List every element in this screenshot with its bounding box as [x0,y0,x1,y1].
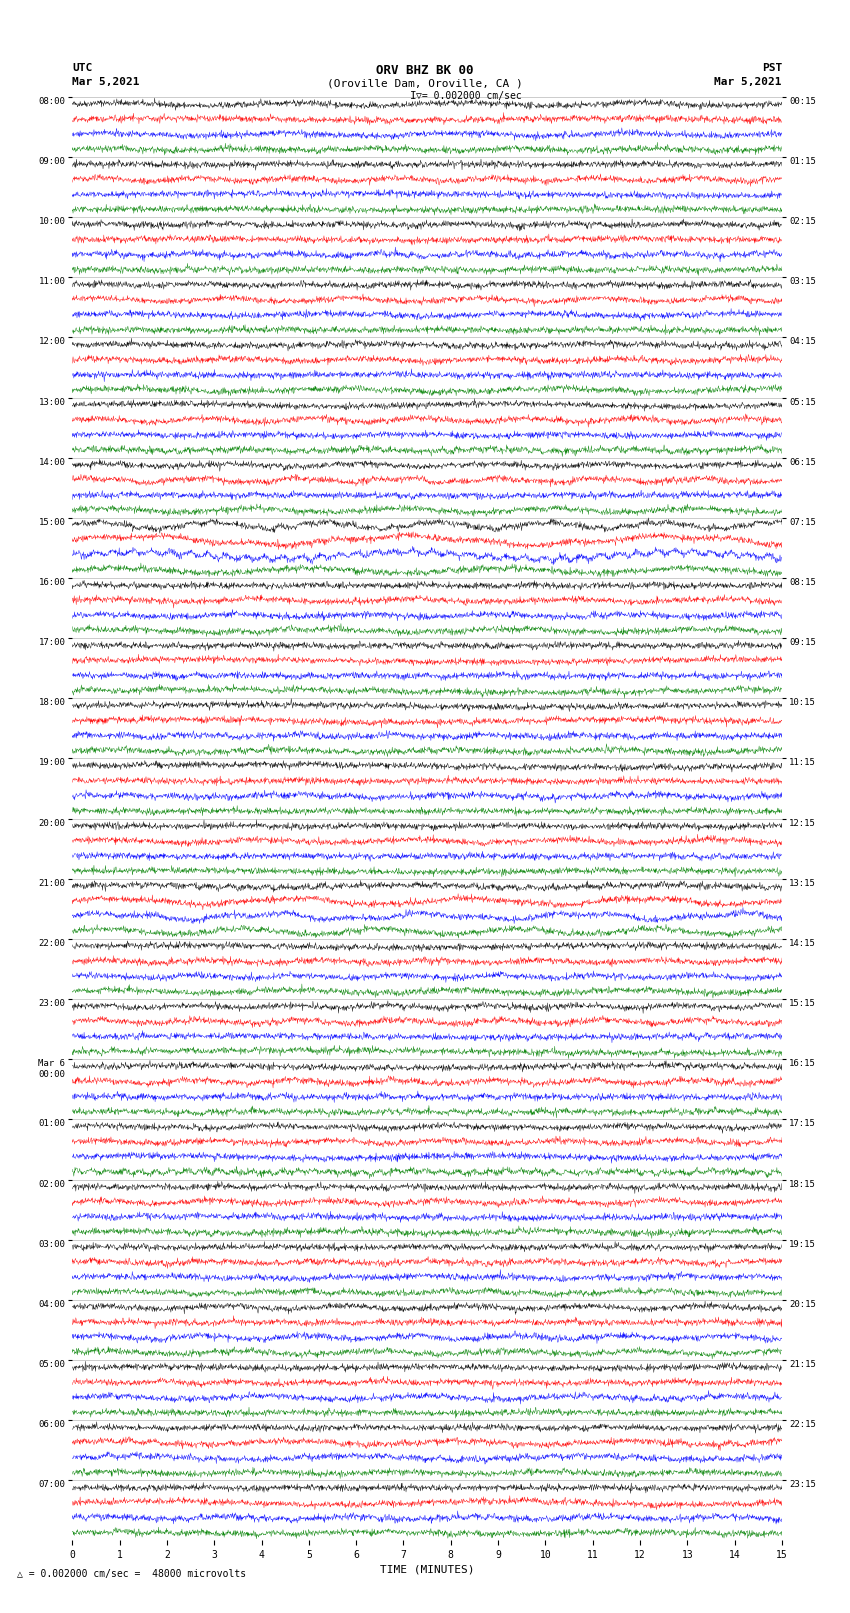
Text: ORV BHZ BK 00: ORV BHZ BK 00 [377,63,473,77]
Text: UTC: UTC [72,63,93,73]
Text: I: I [410,90,416,102]
Text: ▽= 0.002000 cm/sec: ▽= 0.002000 cm/sec [416,90,522,102]
Text: Mar 5,2021: Mar 5,2021 [72,77,139,87]
X-axis label: TIME (MINUTES): TIME (MINUTES) [380,1565,474,1574]
Text: △ = 0.002000 cm/sec =  48000 microvolts: △ = 0.002000 cm/sec = 48000 microvolts [17,1569,246,1579]
Text: (Oroville Dam, Oroville, CA ): (Oroville Dam, Oroville, CA ) [327,79,523,89]
Text: Mar 5,2021: Mar 5,2021 [715,77,782,87]
Text: PST: PST [762,63,782,73]
